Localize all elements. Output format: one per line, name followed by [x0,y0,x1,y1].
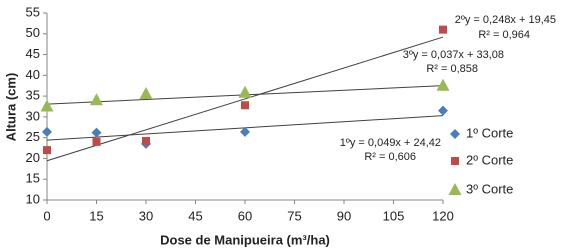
point [238,85,252,98]
point [40,99,54,112]
y-tick-label: 40 [26,67,40,82]
y-tick-label: 30 [26,108,40,123]
y-tick-label: 35 [26,88,40,103]
point [439,25,447,34]
x-tick-label: 120 [432,208,454,223]
y-axis-title: Altura (cm) [3,73,18,142]
x-tick-label: 105 [383,208,405,223]
trendline-r2: R² = 0,964 [478,29,530,41]
trendline-equation: 3ºy = 0,037x + 33,08 [403,49,504,61]
trendline-equation: 2ºy = 0,248x + 19,45 [455,14,556,26]
point [91,127,102,138]
point [42,126,52,137]
point [43,146,51,155]
legend-label: 2º Corte [466,152,513,167]
point [240,126,250,137]
point [241,101,249,110]
y-tick-label: 45 [26,46,40,61]
y-tick-label: 25 [26,129,40,144]
x-tick-label: 45 [188,208,202,223]
y-tick-label: 50 [26,25,40,40]
y-tick-label: 10 [26,191,40,206]
x-tick-label: 90 [337,208,351,223]
point [142,136,150,145]
legend-marker [451,157,459,165]
x-axis-title: Dose de Manipueira (m³/ha) [160,232,330,247]
legend-label: 1º Corte [466,125,513,140]
y-tick-label: 20 [26,150,40,165]
point [436,78,450,91]
point [90,93,103,106]
trendline-equation: 1ºy = 0,049x + 24,42 [340,137,441,149]
legend-marker [448,183,462,195]
point [438,105,448,116]
y-tick-label: 15 [26,171,40,186]
x-tick-label: 15 [89,208,103,223]
x-tick-label: 0 [43,208,50,223]
x-tick-label: 60 [238,208,252,223]
trendline [46,36,444,162]
point [139,87,153,100]
x-tick-label: 30 [139,208,153,223]
point [92,137,101,146]
trendline-r2: R² = 0,606 [364,151,416,163]
x-tick-label: 75 [287,208,301,223]
legend-label: 3º Corte [466,181,513,196]
y-tick-label: 55 [26,4,40,19]
legend-marker [450,129,460,139]
trendline-r2: R² = 0,858 [426,63,478,75]
